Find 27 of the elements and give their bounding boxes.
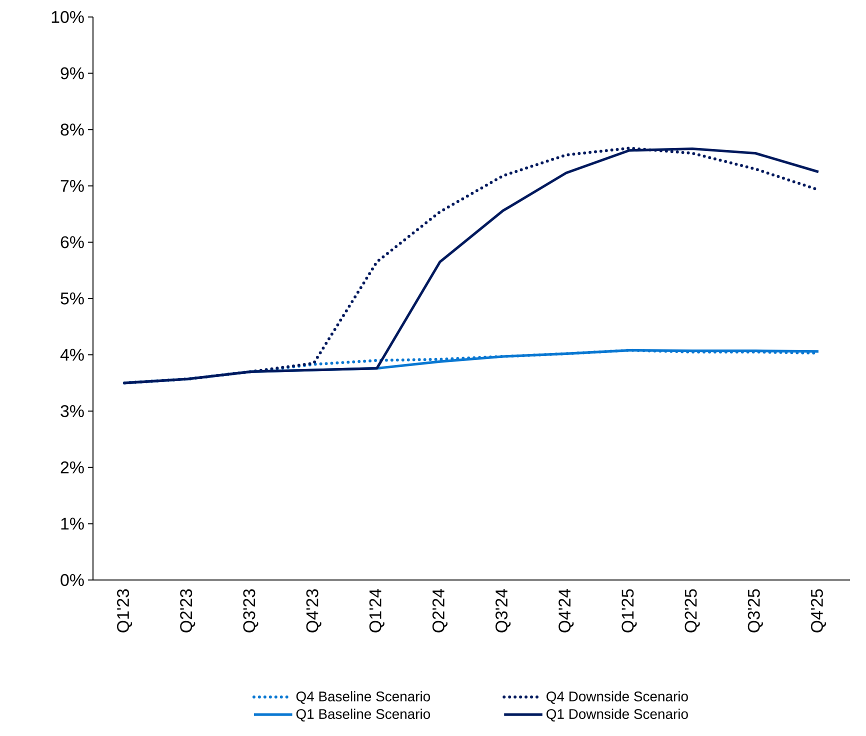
y-tick-label: 9% [60,67,84,80]
x-tick-label: Q4'23 [306,589,322,632]
x-tick-label: Q3'25 [748,589,763,632]
x-tick-label: Q1'25 [622,589,637,632]
legend-label: Q4 Baseline Scenario [296,691,430,704]
x-tick-label: Q2'25 [684,589,700,632]
y-tick-label: 10% [52,10,84,23]
y-tick-label: 6% [60,236,84,248]
y-tick-label: 8% [60,124,84,136]
x-tick-label: Q2'24 [432,589,448,632]
x-tick-label: Q1'23 [117,589,132,632]
y-tick-label: 1% [61,518,84,530]
x-tick-label: Q1'24 [369,589,384,632]
legend-label: Q1 Baseline Scenario [296,708,430,722]
legend-label: Q1 Downside Scenario [546,708,688,722]
x-tick-label: Q4'25 [810,589,826,632]
x-tick-label: Q4'24 [558,589,574,632]
y-tick-label: 7% [60,180,84,192]
x-tick-label: Q3'23 [243,589,258,632]
y-tick-label: 5% [60,292,84,304]
legend-label: Q4 Downside Scenario [546,691,688,704]
x-tick-label: Q3'24 [496,589,511,632]
y-tick-label: 2% [60,461,84,474]
x-tick-label: Q2'23 [180,589,196,632]
y-tick-label: 3% [60,405,84,418]
y-tick-label: 4% [60,348,84,361]
y-tick-label: 0% [60,574,84,586]
